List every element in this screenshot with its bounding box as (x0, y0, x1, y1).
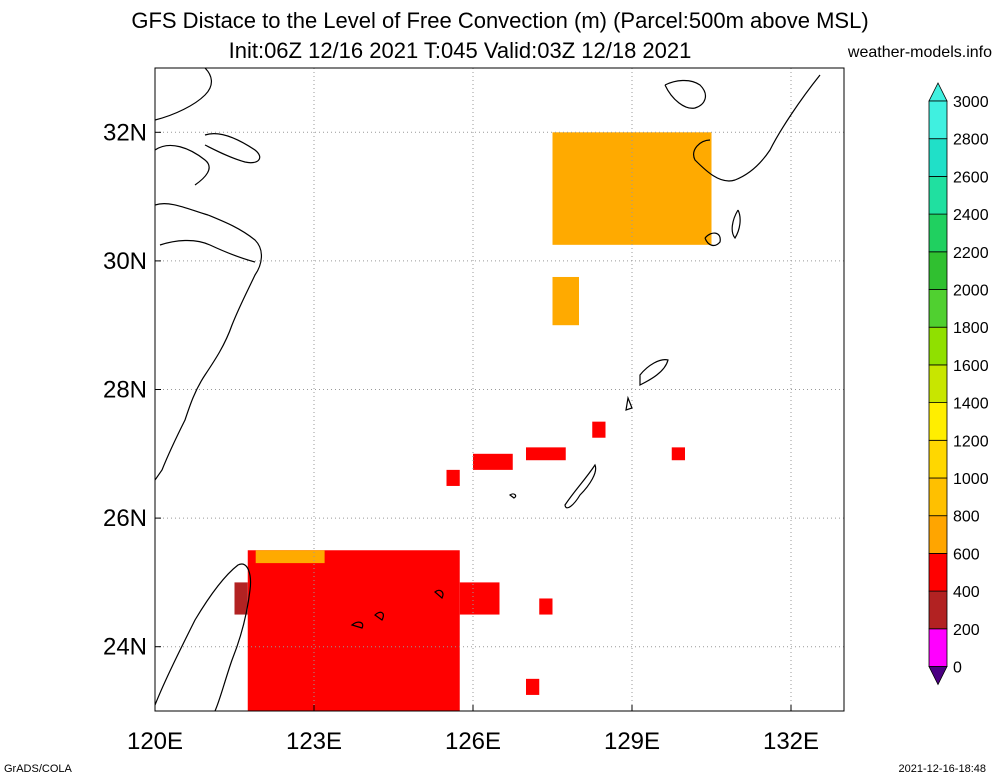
colorbar-label: 1400 (953, 396, 989, 413)
colorbar-label: 2400 (953, 207, 989, 224)
colorbar-segment (928, 251, 948, 290)
footer-software: GrADS/COLA (4, 763, 72, 775)
small-red-1 (539, 598, 553, 615)
colorbar-segment (928, 590, 948, 630)
colorbar-segment (928, 402, 948, 441)
chart-subtitle: Init:06Z 12/16 2021 T:045 Valid:03Z 12/1… (228, 38, 692, 63)
colorbar-segment (928, 553, 948, 592)
x-tick-label: 126E (445, 728, 501, 755)
x-tick-label: 129E (604, 728, 660, 755)
ryukyu-red-4 (671, 447, 685, 461)
colorbar-top-arrow (928, 82, 948, 102)
y-tick-label: 30N (103, 248, 147, 275)
colorbar-segment (928, 289, 948, 328)
y-axis-ticks: 24N 26N 28N 30N 32N (103, 119, 161, 661)
colorbar-label: 0 (953, 660, 962, 677)
coastlines (155, 68, 821, 711)
colorbar-segment (928, 439, 948, 479)
y-tick-label: 32N (103, 119, 147, 146)
colorbar-label: 1600 (953, 358, 989, 375)
ryukyu-red-1 (526, 447, 566, 461)
colorbar-bottom-arrow (928, 666, 948, 686)
colorbar-segment (928, 326, 948, 366)
south-orange-strip (255, 550, 325, 564)
colorbar: 0 200 400 600 800 1000 1200 1400 1600 1800 2000 220… (928, 82, 989, 686)
colorbar-segment (928, 364, 948, 403)
ryukyu-red-2 (473, 453, 513, 470)
colorbar-label: 1000 (953, 471, 989, 488)
china-coastline (155, 68, 262, 481)
y-tick-label: 28N (103, 377, 147, 404)
colorbar-label: 2800 (953, 132, 989, 149)
colorbar-label: 3000 (953, 94, 989, 111)
colorbar-segment (928, 515, 948, 554)
ryukyu-red-3 (592, 421, 606, 438)
grid-lines (155, 68, 844, 711)
x-tick-label: 132E (763, 728, 819, 755)
colorbar-label: 2600 (953, 169, 989, 186)
x-tick-label: 120E (127, 728, 183, 755)
yangtze-coastline (159, 133, 261, 263)
colorbar-segment (928, 175, 948, 215)
footer-timestamp: 2021-12-16-18:48 (898, 763, 986, 775)
south-brown (234, 582, 248, 615)
taiwan-coastline (155, 563, 252, 711)
south-red-block (247, 550, 460, 711)
colorbar-label: 400 (953, 584, 980, 601)
mid-orange (552, 276, 579, 326)
colorbar-label: 1800 (953, 320, 989, 337)
colorbar-segment (928, 138, 948, 177)
south-red-east (459, 582, 500, 615)
colorbar-label: 200 (953, 622, 980, 639)
chart-title: GFS Distace to the Level of Free Convect… (131, 8, 869, 33)
colorbar-segment (928, 213, 948, 253)
colorbar-segment (928, 100, 948, 140)
kyushu-coastline (664, 74, 821, 247)
y-tick-label: 24N (103, 634, 147, 661)
colorbar-segment (928, 477, 948, 517)
shaded-regions (234, 132, 712, 711)
credit-label: weather-models.info (847, 44, 992, 61)
ryukyu-islands (350, 359, 669, 629)
colorbar-label: 1200 (953, 433, 989, 450)
x-axis-ticks: 120E 123E 126E 129E 132E (127, 705, 819, 755)
small-red-2 (526, 678, 540, 695)
colorbar-label: 800 (953, 509, 980, 526)
y-tick-label: 26N (103, 505, 147, 532)
colorbar-label: 600 (953, 546, 980, 563)
colorbar-label: 2200 (953, 245, 989, 262)
colorbar-segment (928, 628, 948, 667)
ryukyu-red-5 (446, 469, 460, 486)
x-tick-label: 123E (286, 728, 342, 755)
colorbar-label: 2000 (953, 283, 989, 300)
